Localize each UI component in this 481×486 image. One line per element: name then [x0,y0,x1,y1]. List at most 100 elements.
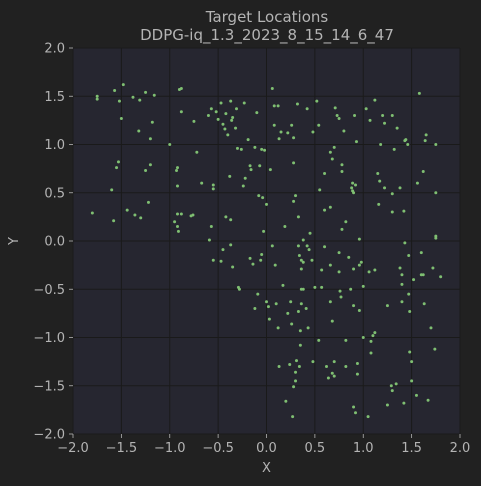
scatter-point [237,287,241,291]
scatter-point [378,179,382,183]
scatter-point [434,236,438,240]
scatter-point [179,212,183,216]
scatter-point [320,268,324,272]
scatter-point [339,295,343,299]
x-tick-label: 1.0 [353,441,374,456]
y-tick-label: −1.0 [33,331,65,346]
scatter-point [224,112,228,116]
scatter-point [175,212,179,216]
y-tick-label: −1.5 [33,379,65,394]
scatter-point [373,98,377,102]
chart-title: Target Locations [205,8,329,26]
scatter-point [385,304,389,308]
scatter-point [243,176,247,180]
scatter-point [355,362,359,366]
scatter-point [390,210,394,214]
x-tick-label: 0.5 [305,441,326,456]
scatter-point [328,263,332,267]
y-tick-label: 0.5 [44,186,65,201]
scatter-point [211,258,215,262]
scatter-point [340,170,344,174]
scatter-point [351,181,355,185]
y-tick-label: 0.0 [44,235,65,250]
scatter-point [286,311,290,315]
scatter-point [297,253,301,257]
scatter-point [354,140,358,144]
scatter-point [315,99,319,103]
scatter-point [354,411,358,415]
scatter-point [288,363,292,367]
scatter-point [311,360,315,364]
scatter-point [398,266,402,270]
scatter-point [219,101,223,105]
scatter-point [424,133,428,137]
scatter-point [294,359,298,363]
scatter-point [242,101,246,105]
x-tick-label: 2.0 [450,441,471,456]
scatter-point [294,370,298,374]
scatter-point [421,273,425,277]
scatter-point [398,186,402,190]
scatter-point [192,119,196,123]
scatter-point [297,364,301,368]
scatter-point [259,258,263,262]
scatter-point [335,114,339,118]
scatter-point [298,329,302,333]
scatter-point [369,339,373,343]
scatter-point [221,122,225,126]
scatter-point [357,308,361,312]
scatter-point [317,123,321,127]
scatter-point [253,145,257,149]
scatter-point [260,253,264,257]
scatter-point [311,130,315,134]
scatter-point [328,205,332,209]
scatter-point [434,191,438,195]
scatter-point [270,87,274,91]
scatter-point [112,219,116,223]
scatter-point [138,98,142,102]
scatter-point [119,116,123,120]
scatter-point [357,263,361,267]
scatter-point [274,302,278,306]
scatter-point [299,302,303,306]
scatter-point [291,415,295,419]
scatter-point [400,282,404,286]
scatter-point [326,376,330,380]
scatter-point [179,110,183,114]
scatter-point [289,300,293,304]
y-tick-label: 1.5 [44,90,65,105]
y-tick-label: −2.0 [33,428,65,443]
scatter-point [353,114,357,118]
scatter-point [419,251,423,255]
scatter-point [144,90,148,94]
scatter-point [276,326,280,330]
scatter-point [390,192,394,196]
scatter-point [390,114,394,118]
scatter-point [230,118,234,122]
scatter-point [364,107,368,111]
scatter-point [150,120,154,124]
scatter-point [268,168,272,172]
scatter-point [369,351,373,355]
scatter-point [410,360,414,364]
scatter-point [342,129,346,133]
scatter-point [228,174,232,178]
scatter-point [340,163,344,167]
scatter-point [223,127,227,131]
scatter-point [216,117,220,121]
scatter-point [235,146,239,150]
scatter-point [144,169,148,173]
scatter-point [433,347,437,351]
scatter-point [256,292,260,296]
scatter-point [234,126,238,130]
scatter-point [137,129,141,133]
scatter-point [439,275,443,279]
scatter-point [292,385,296,389]
scatter-point [110,188,114,192]
scatter-point [90,211,94,215]
scatter-point [229,99,233,103]
scatter-point [330,371,334,375]
scatter-point [355,372,359,376]
scatter-point [257,194,261,198]
x-axis-label: X [262,461,271,476]
